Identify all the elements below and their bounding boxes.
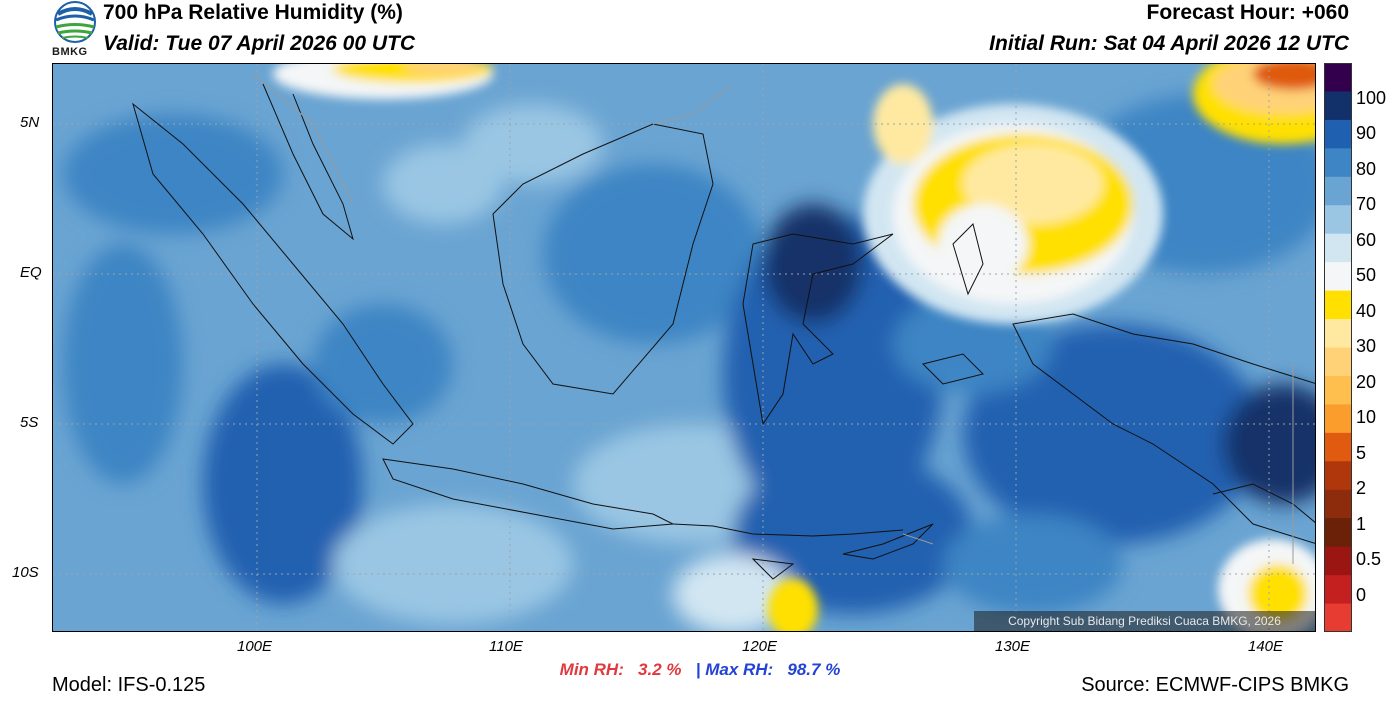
colorbar-swatch [1324, 233, 1352, 263]
colorbar-swatch [1324, 347, 1352, 377]
lon-label-140e: 140E [1248, 638, 1284, 655]
stats-separator: | [695, 660, 701, 679]
colorbar-swatch [1324, 432, 1352, 462]
colorbar-label-70: 70 [1356, 194, 1377, 214]
copyright-notice: Copyright Sub Bidang Prediksi Cuaca BMKG… [974, 611, 1315, 631]
colorbar-swatch [1324, 461, 1352, 491]
initial-run: Initial Run: Sat 04 April 2026 12 UTC [989, 32, 1349, 55]
min-rh-label: Min RH: [559, 660, 624, 679]
colorbar-swatch [1324, 63, 1352, 92]
colorbar-swatch [1324, 375, 1352, 405]
colorbar-swatch [1324, 176, 1352, 206]
colorbar-label-2: 2 [1356, 478, 1367, 498]
lat-label-5n: 5N [20, 114, 40, 131]
colorbar-label-30: 30 [1356, 336, 1377, 356]
colorbar-label-60: 60 [1356, 230, 1377, 250]
colorbar-label-10: 10 [1356, 407, 1377, 427]
colorbar-label-20: 20 [1356, 372, 1377, 392]
graticule [53, 64, 1315, 631]
colorbar-label-5: 5 [1356, 443, 1367, 463]
colorbar-swatch [1324, 319, 1352, 348]
data-source: Source: ECMWF-CIPS BMKG [1081, 674, 1349, 696]
colorbar-label-50: 50 [1356, 265, 1377, 285]
colorbar-swatch [1324, 290, 1352, 320]
colorbar-label-90: 90 [1356, 123, 1377, 143]
colorbar-swatch [1324, 546, 1352, 576]
colorbar-label-80: 80 [1356, 159, 1377, 179]
lat-label-eq: EQ [20, 264, 42, 281]
colorbar-label-100: 100 [1356, 88, 1387, 108]
min-rh-value: 3.2 % [638, 660, 682, 679]
logo-text: BMKG [52, 46, 88, 58]
colorbar-swatch [1324, 404, 1352, 434]
colorbar-swatch [1324, 518, 1352, 548]
colorbar-swatch [1324, 91, 1352, 121]
lat-label-10s: 10S [12, 564, 39, 581]
valid-time: Valid: Tue 07 April 2026 00 UTC [103, 32, 416, 55]
humidity-map [52, 63, 1316, 632]
colorbar-swatch [1324, 575, 1352, 605]
bmkg-logo [50, 0, 100, 62]
lon-label-130e: 130E [995, 638, 1031, 655]
coastlines [132, 83, 1315, 580]
map-title: 700 hPa Relative Humidity (%) [103, 1, 403, 24]
colorbar-swatch [1324, 603, 1352, 633]
lat-label-5s: 5S [20, 414, 39, 431]
max-rh-label: Max RH: [705, 660, 774, 679]
max-rh-value: 98.7 % [787, 660, 841, 679]
colorbar-label-0: 0 [1356, 585, 1367, 605]
colorbar-label-0-5: 0.5 [1356, 549, 1382, 569]
lon-label-100e: 100E [237, 638, 273, 655]
borders [252, 73, 1294, 564]
colorbar-swatch [1324, 205, 1352, 235]
lon-label-120e: 120E [742, 638, 778, 655]
rh-min-max: Min RH: 3.2 % | Max RH: 98.7 % [0, 660, 1400, 680]
colorbar-swatch [1324, 119, 1352, 149]
colorbar-border [1324, 63, 1352, 632]
colorbar-label-40: 40 [1356, 301, 1377, 321]
colorbar-swatch [1324, 148, 1352, 178]
colorbar-swatch [1324, 489, 1352, 519]
rh-dry-areas [273, 64, 1315, 631]
colorbar-label-1: 1 [1356, 514, 1367, 534]
model-name: Model: IFS-0.125 [52, 674, 206, 696]
colorbar [1324, 63, 1352, 633]
colorbar-swatch [1324, 262, 1352, 292]
rh-field-patches [63, 94, 1315, 631]
lon-label-110e: 110E [489, 638, 523, 655]
forecast-hour: Forecast Hour: +060 [1146, 1, 1350, 24]
